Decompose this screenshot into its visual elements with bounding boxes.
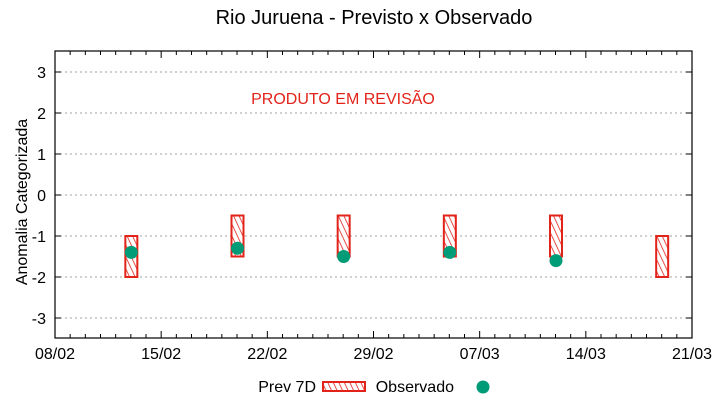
legend-swatch-prev7d (322, 381, 366, 392)
forecast-bar (549, 214, 563, 258)
x-tick-label: 15/02 (141, 346, 181, 363)
x-axis-ticks: 08/02 15/02 22/02 29/02 07/03 14/03 21/03 (35, 51, 712, 363)
y-tick-label: 1 (37, 147, 46, 164)
observed-points (124, 241, 563, 268)
observed-point (124, 245, 138, 259)
y-tick-label: -2 (32, 270, 46, 287)
legend-label-prev7d: Prev 7D (258, 379, 316, 396)
y-tick-label: 2 (37, 106, 46, 123)
x-tick-label: 21/03 (672, 346, 712, 363)
y-tick-label: 0 (37, 188, 46, 205)
legend-label-observado: Observado (376, 379, 454, 396)
y-tick-label: -3 (32, 311, 46, 328)
observed-point (549, 254, 563, 268)
review-annotation: PRODUTO EM REVISÃO (251, 88, 435, 108)
x-tick-label: 14/03 (566, 346, 606, 363)
chart-title: Rio Juruena - Previsto x Observado (215, 7, 533, 29)
observed-point (443, 245, 457, 259)
legend: Prev 7D Observado (258, 379, 490, 396)
x-tick-label: 08/02 (35, 346, 75, 363)
y-axis-ticks: 3 2 1 0 -1 -2 -3 (32, 65, 692, 328)
x-tick-label: 29/02 (353, 346, 393, 363)
legend-marker-observado (476, 380, 490, 394)
y-tick-label: 3 (37, 65, 46, 82)
y-tick-label: -1 (32, 229, 46, 246)
forecast-bars (124, 214, 670, 278)
y-axis-label: Anomalia Categorizada (14, 119, 31, 285)
grid-lines (55, 71, 692, 319)
x-tick-label: 22/02 (247, 346, 287, 363)
forecast-bar (655, 235, 670, 278)
observed-point (337, 250, 351, 263)
x-tick-label: 07/03 (460, 346, 500, 363)
observed-point (231, 241, 244, 255)
